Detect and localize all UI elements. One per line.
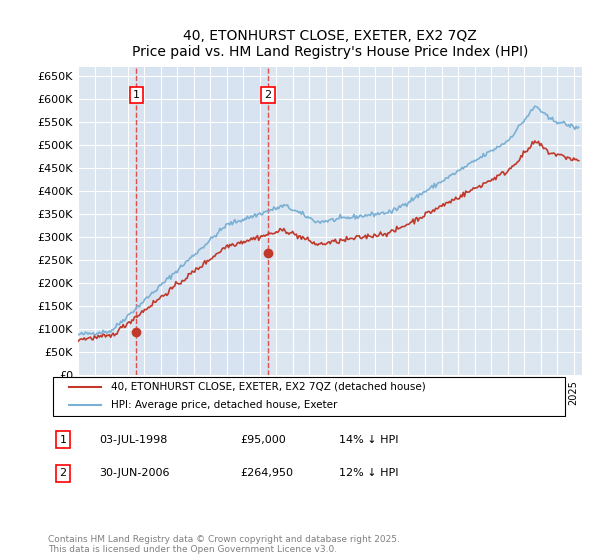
Text: Contains HM Land Registry data © Crown copyright and database right 2025.
This d: Contains HM Land Registry data © Crown c… [48,535,400,554]
Text: 1: 1 [59,435,67,445]
FancyBboxPatch shape [53,377,565,417]
Text: £264,950: £264,950 [240,468,293,478]
Bar [136,67,268,375]
Text: 2: 2 [265,90,272,100]
Text: £95,000: £95,000 [240,435,286,445]
Text: 12% ↓ HPI: 12% ↓ HPI [339,468,398,478]
Text: 14% ↓ HPI: 14% ↓ HPI [339,435,398,445]
Text: 30-JUN-2006: 30-JUN-2006 [99,468,170,478]
Text: HPI: Average price, detached house, Exeter: HPI: Average price, detached house, Exet… [112,400,338,410]
Title: 40, ETONHURST CLOSE, EXETER, EX2 7QZ
Price paid vs. HM Land Registry's House Pri: 40, ETONHURST CLOSE, EXETER, EX2 7QZ Pri… [132,29,528,59]
Text: 03-JUL-1998: 03-JUL-1998 [99,435,167,445]
Text: 2: 2 [59,468,67,478]
Text: 40, ETONHURST CLOSE, EXETER, EX2 7QZ (detached house): 40, ETONHURST CLOSE, EXETER, EX2 7QZ (de… [112,382,426,392]
Text: 1: 1 [133,90,140,100]
